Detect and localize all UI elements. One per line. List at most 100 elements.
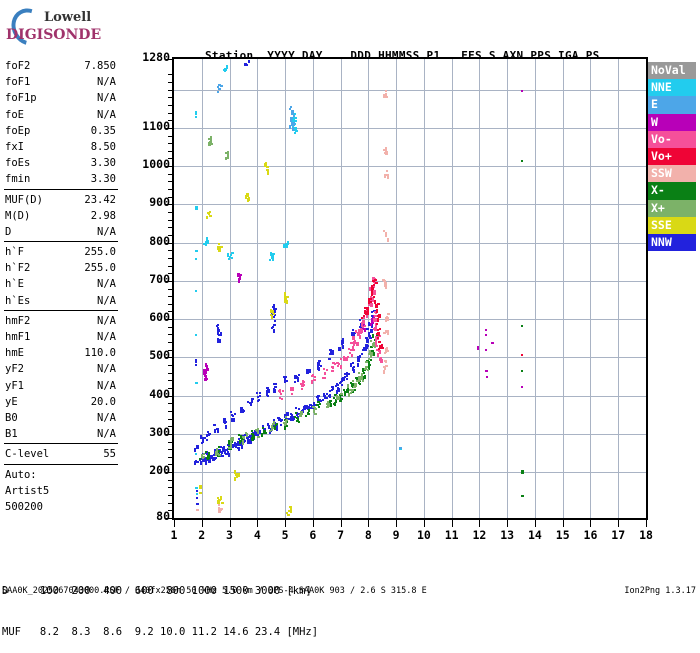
plot-data-points: [174, 59, 646, 518]
echo-point: [266, 392, 268, 396]
echo-point: [372, 300, 374, 302]
echo-point: [374, 315, 376, 317]
echo-point: [272, 326, 274, 328]
echo-point: [367, 369, 369, 371]
echo-point: [300, 383, 303, 385]
y-minor-tick: [168, 441, 172, 443]
x-tick-label: 8: [364, 528, 372, 542]
y-minor-tick: [168, 288, 172, 290]
echo-point: [252, 437, 254, 439]
echo-point: [195, 453, 197, 455]
echo-point: [318, 362, 320, 366]
vertical-gridline: [507, 59, 508, 518]
echo-point: [369, 350, 371, 354]
echo-point: [223, 450, 225, 452]
echo-point: [353, 349, 355, 351]
x-axis-ticks: [172, 520, 648, 527]
echo-point: [330, 403, 332, 405]
echo-point: [231, 441, 233, 443]
echo-point: [303, 406, 306, 410]
echo-point: [368, 324, 370, 326]
echo-point: [207, 431, 209, 433]
y-minor-tick: [168, 380, 172, 382]
echo-point: [322, 377, 324, 379]
y-minor-tick: [168, 234, 172, 236]
echo-point: [366, 339, 369, 343]
echo-point: [220, 508, 223, 510]
echo-point: [214, 429, 216, 431]
y-minor-tick: [168, 502, 172, 504]
echo-point: [287, 514, 290, 516]
echo-point: [273, 419, 275, 421]
y-minor-tick: [168, 81, 172, 83]
echo-point: [386, 170, 388, 172]
echo-point: [224, 450, 226, 454]
echo-point: [371, 289, 373, 293]
echo-point: [219, 455, 221, 457]
echo-point: [217, 86, 219, 88]
echo-point: [208, 452, 210, 454]
echo-point: [385, 361, 387, 363]
echo-point: [306, 372, 308, 374]
echo-point: [378, 341, 381, 343]
legend-item-nnw[interactable]: NNW: [648, 233, 696, 252]
echo-point: [279, 389, 281, 393]
legend-item-w[interactable]: W: [648, 113, 696, 131]
param-key: B1: [5, 428, 18, 441]
echo-point: [238, 434, 240, 436]
echo-point: [377, 338, 379, 340]
echo-point: [280, 424, 282, 426]
param-value: 7.850: [84, 60, 116, 72]
echo-point: [287, 243, 289, 245]
ionogram-plot[interactable]: [172, 57, 648, 520]
echo-point: [202, 439, 204, 443]
echo-point: [319, 400, 322, 402]
legend-item-nne[interactable]: NNE: [648, 79, 696, 97]
legend-item-vo[interactable]: Vo+: [648, 147, 696, 166]
echo-point: [195, 258, 197, 260]
legend-item-sse[interactable]: SSE: [648, 216, 696, 234]
echo-point: [242, 409, 244, 413]
echo-point: [352, 332, 355, 336]
echo-point: [361, 373, 363, 377]
echo-point: [249, 436, 251, 438]
echo-point: [338, 363, 340, 365]
echo-point: [199, 485, 202, 489]
legend-item-vo[interactable]: Vo-: [648, 130, 696, 148]
echo-point: [384, 366, 386, 370]
echo-point: [228, 441, 230, 445]
muf-row: MUF 8.2 8.3 8.6 9.2 10.0 11.2 14.6 23.4 …: [2, 625, 319, 638]
echo-point: [343, 357, 346, 361]
echo-point: [362, 328, 364, 330]
echo-point: [218, 329, 220, 331]
echo-point: [283, 422, 285, 424]
echo-point: [358, 382, 360, 384]
param-divider: [4, 188, 118, 190]
echo-point: [341, 398, 343, 400]
echo-point: [368, 333, 370, 337]
echo-point: [327, 406, 329, 408]
polarization-legend[interactable]: NoVal NNE E W Vo- Vo+ SSW X- X+ SSE NNW: [648, 62, 696, 252]
legend-item-noval[interactable]: NoVal: [648, 62, 696, 80]
param-key: foE: [5, 108, 24, 121]
echo-point: [309, 407, 312, 409]
echo-point: [351, 332, 353, 336]
echo-point: [352, 336, 355, 340]
echo-point: [218, 446, 220, 448]
echo-point: [238, 438, 240, 440]
legend-item-e[interactable]: E: [648, 96, 696, 114]
legend-item-x[interactable]: X+: [648, 199, 696, 217]
echo-point: [289, 108, 291, 110]
echo-point: [257, 431, 259, 433]
echo-point: [206, 378, 208, 380]
legend-item-x[interactable]: X-: [648, 182, 696, 200]
echo-point: [290, 106, 292, 108]
echo-point: [292, 387, 294, 389]
echo-point: [267, 170, 269, 172]
param-key: foEs: [5, 157, 31, 170]
legend-item-ssw[interactable]: SSW: [648, 165, 696, 183]
echo-point: [371, 350, 374, 352]
echo-point: [370, 340, 372, 342]
echo-point: [381, 359, 383, 363]
param-value: N/A: [97, 76, 116, 89]
